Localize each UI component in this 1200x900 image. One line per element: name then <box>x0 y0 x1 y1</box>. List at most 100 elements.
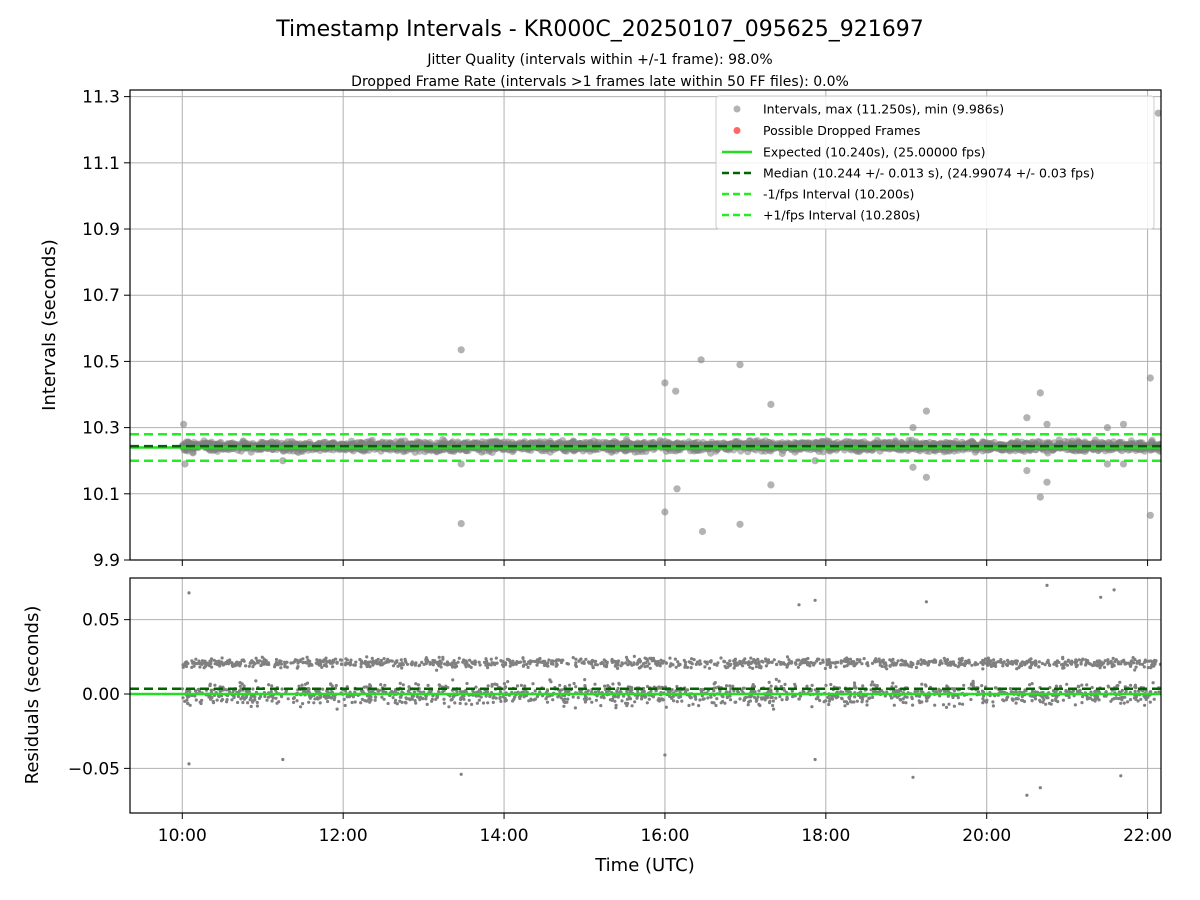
residual-point <box>301 657 305 661</box>
residual-point <box>937 663 942 667</box>
residual-point <box>464 702 468 706</box>
interval-point <box>812 439 820 447</box>
interval-point <box>891 438 900 446</box>
residual-point <box>479 695 483 699</box>
residual-point <box>574 685 578 689</box>
residual-point <box>1133 683 1137 687</box>
residual-point <box>618 690 622 694</box>
residual-point <box>338 658 342 662</box>
residual-point <box>691 702 695 706</box>
residual-point <box>829 682 833 687</box>
interval-outlier-point <box>457 520 465 528</box>
residual-point <box>369 684 373 688</box>
residual-point <box>343 703 347 708</box>
residual-point <box>547 658 551 662</box>
residual-point <box>1075 660 1079 664</box>
residual-point <box>640 664 644 668</box>
interval-point <box>531 439 539 447</box>
residual-point <box>515 660 519 664</box>
residual-point <box>380 662 384 667</box>
residual-point <box>883 661 887 665</box>
residual-point <box>905 663 910 667</box>
residual-point <box>706 696 710 700</box>
residuals-panel: −0.050.000.05 10:00 12:00 14:00 16:00 18:00 2… <box>22 577 1172 876</box>
residual-point <box>400 666 404 670</box>
residual-point <box>220 697 225 702</box>
residual-point <box>566 697 570 701</box>
residual-point <box>541 659 545 663</box>
residual-point <box>452 659 456 663</box>
residual-point <box>617 681 621 686</box>
residual-point <box>923 683 928 687</box>
residual-point <box>984 700 989 704</box>
residual-point <box>274 662 278 667</box>
residual-point <box>1076 685 1080 689</box>
residual-point <box>649 689 653 693</box>
legend-label-median: Median (10.244 +/- 0.013 s), (24.99074 +… <box>763 166 1094 181</box>
residual-point <box>775 689 779 693</box>
residual-point <box>1090 685 1094 690</box>
residual-point <box>283 664 287 669</box>
residual-point <box>1103 659 1107 663</box>
residual-point <box>728 684 732 688</box>
residual-point <box>295 699 299 703</box>
interval-outlier-point <box>697 356 705 364</box>
residual-point <box>504 685 508 690</box>
residual-point <box>675 700 679 704</box>
residual-point <box>1084 658 1088 662</box>
residual-point <box>1133 668 1137 672</box>
residual-point <box>981 658 985 662</box>
residual-point <box>899 663 903 667</box>
interval-point <box>521 438 529 446</box>
residual-point <box>1118 696 1122 700</box>
residual-point <box>593 682 597 686</box>
intervals-y-tick-label: 10.7 <box>82 286 120 306</box>
residual-point <box>1098 666 1102 670</box>
residual-point <box>742 698 747 702</box>
legend-label-upper: +1/fps Interval (10.280s) <box>763 208 920 223</box>
residual-point <box>453 665 457 669</box>
interval-outlier-point <box>1023 414 1031 422</box>
interval-outlier-point <box>736 520 744 528</box>
residual-point <box>360 697 364 702</box>
interval-point <box>622 435 631 444</box>
interval-outlier-point <box>1146 511 1154 519</box>
residual-point <box>707 666 712 670</box>
residual-point <box>705 662 709 666</box>
residual-point <box>370 656 374 661</box>
residual-point <box>501 695 505 699</box>
residual-point <box>1106 658 1110 662</box>
residual-point <box>941 703 946 707</box>
residual-point <box>754 665 759 669</box>
residual-point <box>683 660 688 664</box>
residual-point <box>557 658 561 662</box>
residual-point <box>1135 661 1139 665</box>
residual-point <box>269 694 273 698</box>
residual-point <box>724 684 729 688</box>
residual-point <box>962 683 966 687</box>
residual-point <box>990 664 995 668</box>
residual-point <box>190 659 194 663</box>
interval-outlier-point <box>767 400 775 408</box>
residual-point <box>826 695 830 700</box>
residual-point <box>274 696 278 700</box>
residual-point <box>376 657 380 661</box>
residual-point <box>266 695 271 699</box>
residual-point <box>555 662 559 666</box>
residual-point <box>1030 682 1034 686</box>
residual-point <box>185 698 189 702</box>
residual-point <box>640 694 644 698</box>
residual-point <box>337 699 341 704</box>
residual-point <box>1047 663 1052 667</box>
residual-point <box>458 701 462 706</box>
residual-point <box>605 690 609 694</box>
interval-point <box>433 448 441 456</box>
residual-point <box>816 689 820 693</box>
residual-point <box>362 685 366 689</box>
residual-point <box>481 701 486 705</box>
residual-point <box>635 695 639 699</box>
interval-outlier-point <box>279 457 287 465</box>
residual-point <box>1017 666 1021 670</box>
residual-point <box>1045 660 1049 664</box>
residual-point <box>1055 664 1059 668</box>
